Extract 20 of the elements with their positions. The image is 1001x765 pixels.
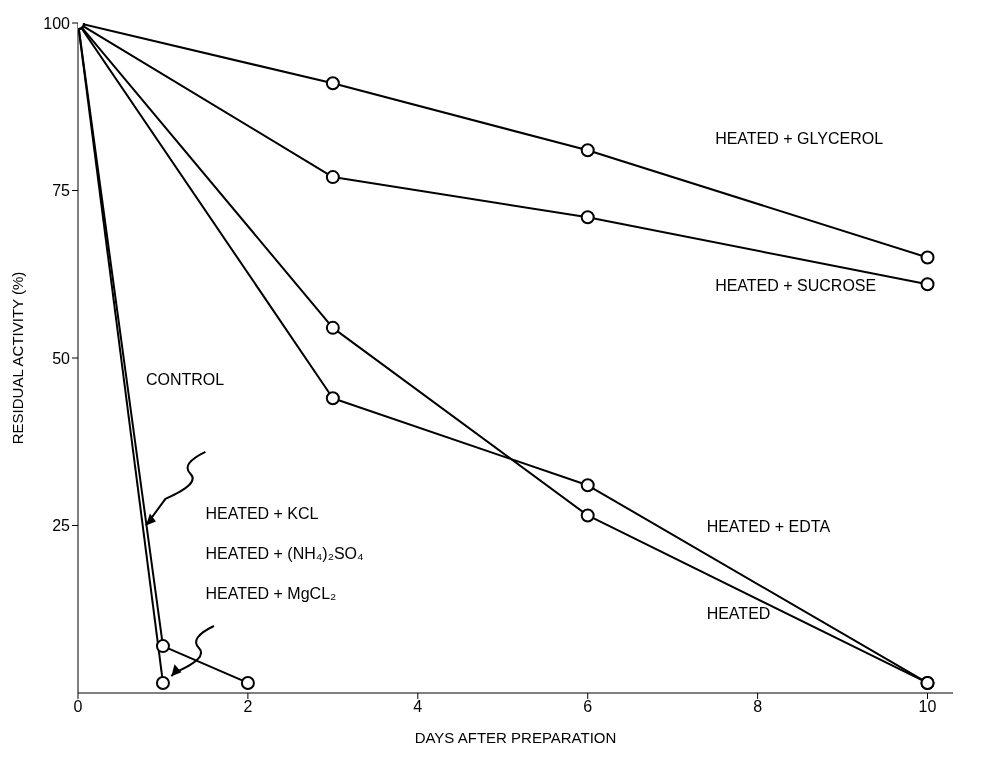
series-label: HEATED + SUCROSE xyxy=(715,277,877,294)
x-tick-label: 10 xyxy=(918,698,937,716)
x-tick-label: 8 xyxy=(753,698,763,716)
y-tick-label: 50 xyxy=(52,349,71,367)
x-tick-label: 0 xyxy=(73,698,83,716)
annotation: HEATED + MgCL₂ xyxy=(205,585,337,603)
x-tick-label: 6 xyxy=(583,698,593,716)
annotation: HEATED + KCL xyxy=(205,504,319,522)
y-tick-label: 25 xyxy=(52,517,71,535)
x-tick-label: 4 xyxy=(413,698,423,716)
annotation: HEATED + (NH₄)₂SO₄ xyxy=(205,545,364,562)
x-tick-label: 2 xyxy=(243,698,253,716)
y-tick-label: 75 xyxy=(52,182,71,200)
series-label: CONTROL xyxy=(145,370,225,388)
series-label: HEATED + EDTA xyxy=(706,518,831,536)
x-axis-title: DAYS AFTER PREPARATION xyxy=(414,729,617,746)
y-axis-title: RESIDUAL ACTIVITY (%) xyxy=(9,271,27,445)
y-tick-label: 100 xyxy=(43,14,71,32)
text: HEATED + GLYCEROL xyxy=(715,129,884,147)
series-label: HEATED xyxy=(706,605,771,623)
